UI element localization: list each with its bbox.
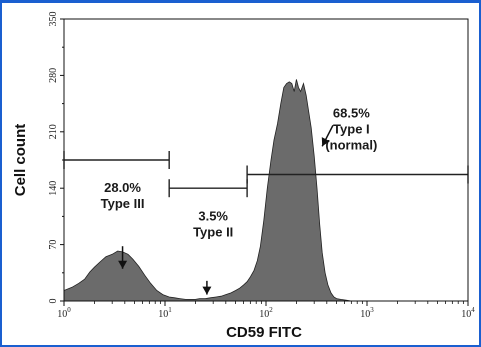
x-tick-label: 101: [158, 306, 172, 320]
annotation-label: Type I: [333, 121, 370, 136]
y-tick-label: 140: [48, 181, 59, 196]
annotation-label: Type II: [193, 224, 233, 239]
y-axis-title: Cell count: [12, 124, 29, 197]
x-tick-exponent: 2: [269, 306, 273, 314]
x-tick-exponent: 3: [370, 306, 374, 314]
annotation-arrow-head: [202, 286, 212, 295]
x-tick-label: 104: [461, 306, 475, 320]
x-tick-exponent: 0: [67, 306, 71, 314]
x-tick-base: 10: [360, 309, 370, 320]
annotation-label: 28.0%: [104, 180, 141, 195]
y-tick-label: 70: [48, 240, 59, 250]
histogram-area: [63, 79, 367, 302]
y-tick-label: 210: [48, 124, 59, 139]
y-tick-label: 280: [48, 68, 59, 83]
annotation-label: (normal): [325, 137, 377, 152]
annotation-label: 68.5%: [333, 105, 370, 120]
annotation-arrow-head: [118, 260, 128, 269]
annotation-label: Type III: [101, 196, 145, 211]
annotation-label: 3.5%: [198, 208, 228, 223]
y-tick-label: 0: [48, 299, 59, 304]
x-tick-base: 10: [57, 309, 67, 320]
histogram-layer: [63, 79, 367, 302]
x-tick-base: 10: [158, 309, 168, 320]
annotation-layer: 28.0%Type III 3.5%Type II 68.5%Type I(norm…: [101, 105, 377, 295]
annotation-arrow-head: [321, 137, 330, 147]
y-tick-label: 350: [48, 12, 59, 27]
x-tick-base: 10: [461, 309, 471, 320]
x-tick-exponent: 1: [168, 306, 172, 314]
x-tick-label: 102: [259, 306, 273, 320]
x-tick-label: 103: [360, 306, 374, 320]
x-tick-exponent: 4: [471, 306, 475, 314]
x-tick-base: 10: [259, 309, 269, 320]
x-tick-label: 100: [57, 306, 71, 320]
x-axis-title: CD59 FITC: [226, 324, 302, 341]
